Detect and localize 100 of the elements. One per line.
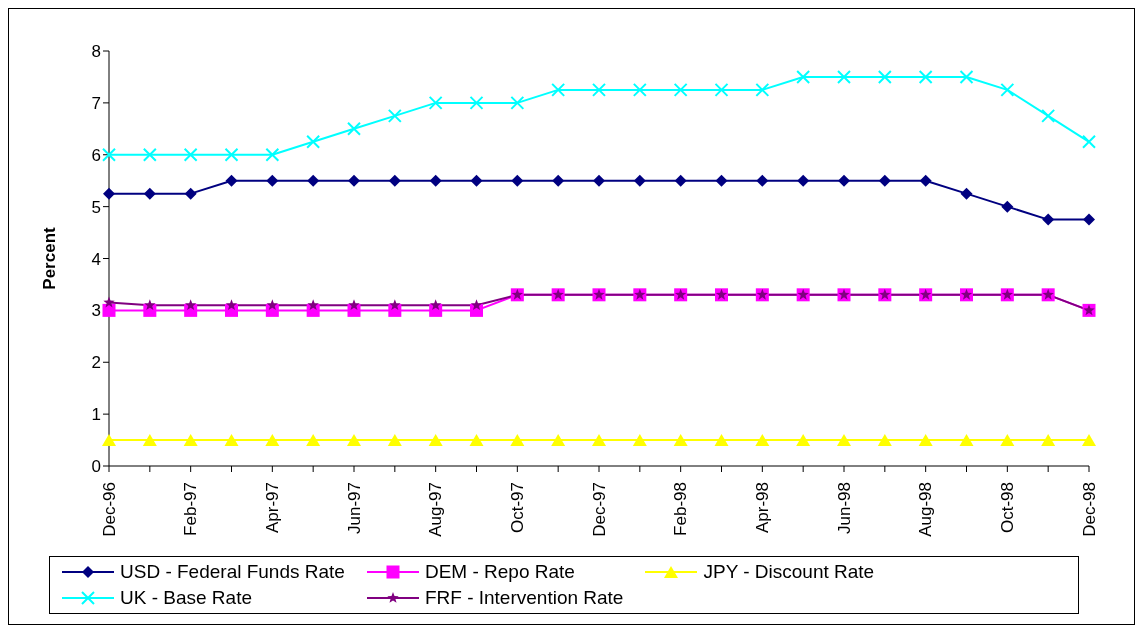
- point: [225, 174, 238, 187]
- x-tick-label: Oct-97: [507, 482, 527, 534]
- x-tick-label: Feb-98: [671, 482, 691, 536]
- point: [756, 174, 769, 187]
- y-tick-label: 1: [91, 405, 101, 425]
- y-tick-label: 6: [91, 145, 101, 165]
- point: [593, 174, 605, 187]
- point: [1083, 213, 1095, 226]
- point: [755, 82, 770, 97]
- point: [224, 434, 239, 447]
- point: [184, 187, 197, 200]
- legend-label: USD - Federal Funds Rate: [120, 561, 345, 583]
- point: [1042, 213, 1055, 226]
- point: [837, 69, 851, 84]
- point: [142, 147, 157, 162]
- point: [470, 299, 483, 311]
- point: [552, 174, 565, 187]
- point: [633, 174, 646, 187]
- point: [755, 434, 770, 447]
- legend-label: FRF - Intervention Rate: [424, 587, 624, 609]
- y-tick-label: 5: [91, 197, 101, 217]
- point: [428, 434, 443, 447]
- point: [266, 299, 279, 311]
- y-tick-label: 7: [91, 93, 101, 113]
- point: [307, 174, 320, 187]
- point: [144, 299, 156, 311]
- point: [673, 434, 688, 447]
- point: [469, 95, 484, 110]
- point: [632, 82, 647, 97]
- point: [184, 299, 197, 311]
- point: [960, 187, 973, 200]
- point: [592, 434, 606, 447]
- point: [265, 147, 280, 162]
- point: [306, 434, 321, 447]
- point: [102, 147, 116, 162]
- point: [592, 82, 606, 97]
- point: [428, 95, 443, 110]
- point: [183, 147, 198, 162]
- point: [511, 174, 524, 187]
- point: [307, 299, 319, 311]
- point: [673, 82, 688, 97]
- point: [1082, 134, 1096, 149]
- point: [102, 434, 116, 447]
- point: [224, 147, 239, 162]
- point: [348, 174, 360, 187]
- point: [551, 82, 566, 97]
- point: [1041, 108, 1056, 123]
- point: [797, 174, 810, 187]
- point: [1082, 434, 1096, 447]
- point: [796, 434, 811, 447]
- point: [1041, 434, 1056, 447]
- x-tick-label: Dec-96: [99, 482, 119, 537]
- point: [714, 82, 729, 97]
- x-tick-label: Jun-98: [834, 482, 854, 534]
- point: [265, 434, 280, 447]
- point: [796, 69, 811, 84]
- point: [306, 134, 321, 149]
- point: [838, 174, 850, 187]
- point: [959, 69, 974, 84]
- x-tick-label: Dec-98: [1079, 482, 1099, 537]
- x-tick-label: Apr-97: [262, 482, 282, 534]
- legend-label: DEM - Repo Rate: [424, 561, 575, 583]
- x-tick-label: Aug-98: [916, 482, 936, 537]
- point: [347, 121, 361, 136]
- point: [388, 174, 401, 187]
- point: [878, 174, 891, 187]
- point: [674, 174, 687, 187]
- x-tick-label: Feb-97: [181, 482, 201, 536]
- y-tick-label: 0: [91, 457, 101, 477]
- point: [470, 174, 483, 187]
- point: [837, 434, 851, 447]
- y-tick-label: 4: [91, 249, 101, 269]
- point: [1000, 82, 1015, 97]
- point: [183, 434, 198, 447]
- point: [387, 434, 402, 447]
- point: [429, 299, 442, 311]
- point: [632, 434, 647, 447]
- y-tick-label: 8: [91, 42, 101, 62]
- point: [103, 187, 115, 200]
- x-tick-label: Apr-98: [752, 482, 772, 534]
- point: [510, 434, 525, 447]
- point: [143, 187, 156, 200]
- point: [348, 299, 360, 311]
- x-tick-label: Jun-97: [344, 482, 364, 534]
- point: [918, 434, 933, 447]
- point: [919, 174, 932, 187]
- point: [877, 434, 892, 447]
- point: [102, 303, 116, 317]
- point: [1001, 200, 1014, 213]
- point: [551, 434, 566, 447]
- x-tick-label: Oct-98: [997, 482, 1017, 534]
- point: [510, 95, 525, 110]
- legend-label: UK - Base Rate: [120, 587, 252, 609]
- point: [1000, 434, 1015, 447]
- point: [429, 174, 442, 187]
- point: [387, 108, 402, 123]
- point: [469, 434, 484, 447]
- point: [347, 434, 361, 447]
- point: [918, 69, 933, 84]
- y-tick-label: 2: [91, 353, 101, 373]
